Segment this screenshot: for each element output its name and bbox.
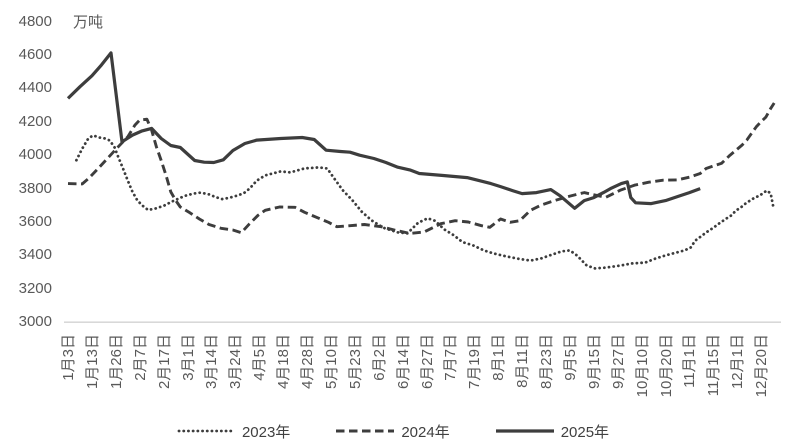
legend-item-2025[interactable]: 2025年 — [495, 421, 610, 442]
x-tick-label: 3月24日 — [227, 334, 245, 390]
x-tick-label: 8月23日 — [538, 334, 555, 390]
y-tick-label: 3800 — [18, 179, 52, 197]
x-tick-label: 6月2日 — [370, 334, 388, 381]
legend-dotted-line-sample — [177, 429, 235, 433]
series-2025年-line — [66, 51, 701, 210]
legend-label-2024: 2024年 — [401, 423, 450, 441]
x-tick-label: 6月14日 — [394, 334, 412, 390]
x-tick-label: 10月10日 — [633, 334, 651, 398]
x-tick-label: 8月1日 — [490, 334, 508, 381]
legend-dashed-line-sample — [336, 429, 395, 433]
x-tick-label: 3月1日 — [179, 334, 197, 381]
y-tick-label: 3200 — [18, 279, 52, 297]
x-tick-label: 2月17日 — [155, 334, 173, 390]
x-tick-label: 6月27日 — [418, 334, 436, 390]
legend-solid-line-sample — [495, 429, 554, 433]
series-group — [66, 51, 776, 270]
x-tick-label: 11月15日 — [705, 334, 723, 397]
x-tick-label: 9月5日 — [561, 334, 579, 381]
x-tick-label: 1月26日 — [107, 334, 125, 390]
x-tick-label: 4月28日 — [299, 334, 316, 390]
x-tick-label: 3月14日 — [203, 334, 221, 390]
x-tick-label: 1月13日 — [83, 334, 101, 390]
x-tick-label: 9月15日 — [585, 334, 603, 390]
series-2023年-line — [75, 133, 775, 270]
x-tick-label: 12月1日 — [729, 334, 747, 390]
y-tick-label: 3000 — [18, 313, 52, 331]
x-tick-label: 1月3日 — [60, 334, 77, 381]
y-tick-label: 3400 — [18, 246, 52, 264]
x-tick-label: 2月7日 — [131, 334, 149, 381]
legend-label-2025: 2025年 — [560, 423, 610, 441]
x-tick-label: 9月27日 — [609, 334, 627, 390]
y-tick-label: 4400 — [18, 79, 52, 97]
x-tick-label: 4月5日 — [251, 334, 269, 381]
legend-label-2023: 2023年 — [241, 423, 291, 441]
legend-item-2024[interactable]: 2024年 — [336, 421, 450, 442]
x-tick-label: 7月19日 — [466, 334, 484, 390]
y-tick-label: 4600 — [18, 45, 52, 63]
y-tick-label: 4200 — [18, 112, 52, 130]
y-tick-label: 4800 — [18, 12, 52, 30]
x-tick-label: 10月20日 — [657, 334, 675, 398]
y-axis-unit-label: 万吨 — [73, 14, 104, 31]
legend-item-2023[interactable]: 2023年 — [177, 421, 290, 442]
x-tick-label: 7月7日 — [442, 334, 460, 381]
y-tick-label: 4000 — [18, 146, 52, 164]
x-tick-label: 11月1日 — [681, 334, 699, 388]
legend: 2023年 2024年 2025年 — [0, 417, 786, 445]
series-2024年-line — [67, 102, 776, 235]
x-tick-label: 5月10日 — [322, 334, 340, 390]
x-tick-label: 5月23日 — [346, 334, 364, 390]
x-tick-label: 8月11日 — [514, 334, 532, 388]
x-tick-label: 12月20日 — [753, 334, 771, 398]
y-tick-label: 3600 — [18, 212, 52, 230]
x-tick-label: 4月18日 — [275, 334, 293, 390]
